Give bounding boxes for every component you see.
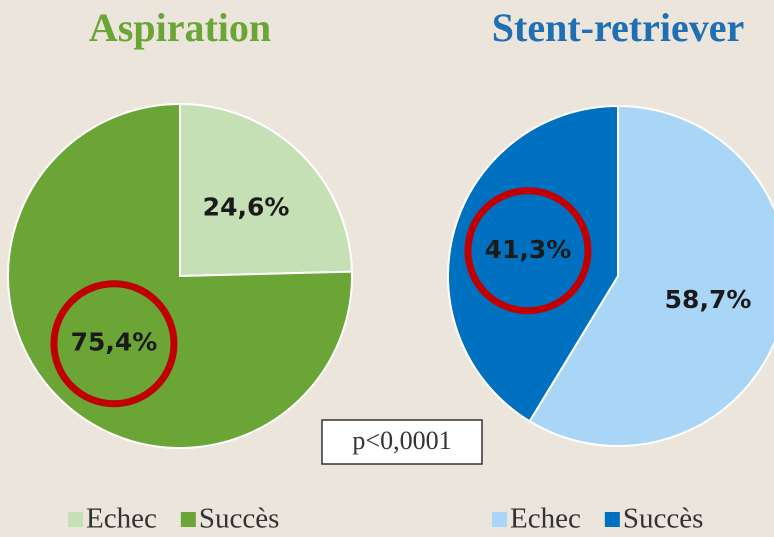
legend-swatch <box>180 512 196 527</box>
data-label: 24,6% <box>203 192 290 221</box>
legend-label: Echec <box>510 503 581 535</box>
highlight-ring <box>464 187 592 315</box>
annotation: p<0,0001 <box>352 426 451 455</box>
legend-swatch <box>604 512 620 527</box>
annotation-box <box>321 419 483 465</box>
data-label: 41,3% <box>485 235 572 264</box>
legend-label: Succès <box>623 503 704 535</box>
legend-swatch <box>492 512 507 527</box>
highlight-ring <box>50 280 178 408</box>
data-label: 58,7% <box>665 285 752 314</box>
legend-swatch <box>68 512 83 527</box>
pie-slice <box>179 102 353 278</box>
data-label: 75,4% <box>71 328 158 357</box>
legend-label: Succès <box>199 503 280 535</box>
chart-title: Aspiration <box>89 5 271 50</box>
pie-slice <box>447 104 619 423</box>
legend-label: Echec <box>86 503 157 535</box>
pie-slice <box>528 104 774 447</box>
pie-slice <box>7 102 353 449</box>
chart-title: Stent-retriever <box>492 5 744 50</box>
